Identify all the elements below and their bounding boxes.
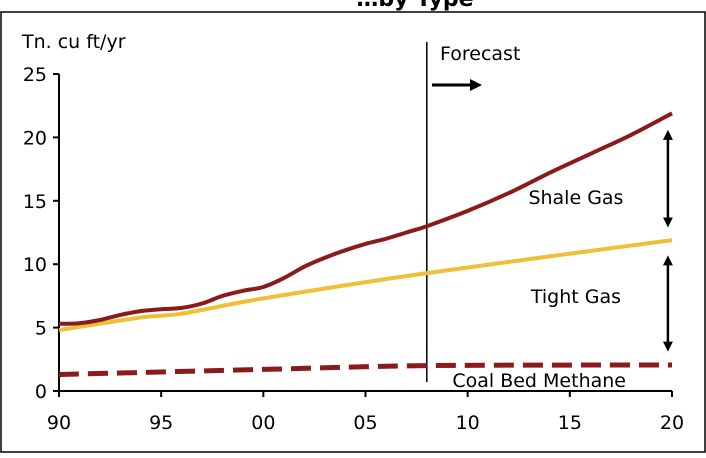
x-tick-label: 20 bbox=[660, 412, 684, 434]
x-tick-label: 15 bbox=[558, 412, 582, 434]
y-tick-label: 5 bbox=[35, 318, 47, 340]
chart-border bbox=[0, 11, 706, 453]
series-layer bbox=[58, 111, 673, 377]
total-series-line bbox=[58, 111, 673, 326]
y-axis-label: Tn. cu ft/yr bbox=[21, 31, 126, 53]
y-tick-label: 10 bbox=[23, 254, 47, 276]
forecast-arrow-icon bbox=[432, 79, 482, 91]
y-tick-label: 25 bbox=[23, 64, 47, 86]
y-tick-label: 0 bbox=[35, 381, 47, 403]
x-tick-label: 05 bbox=[353, 412, 377, 434]
forecast-label: Forecast bbox=[440, 43, 520, 65]
annotation-layer: Shale Gas Tight Gas Coal Bed Methane bbox=[452, 129, 673, 392]
shale-annotation-label: Shale Gas bbox=[528, 187, 623, 209]
y-tick-label: 15 bbox=[23, 191, 47, 213]
x-tick-label: 10 bbox=[456, 412, 480, 434]
coal-series-line bbox=[58, 362, 673, 377]
tight-series-line bbox=[58, 238, 673, 333]
chart-title: …by Type bbox=[356, 0, 473, 12]
y-tick-label: 20 bbox=[23, 127, 47, 149]
x-tick-label: 90 bbox=[47, 412, 71, 434]
x-tick-label: 00 bbox=[251, 412, 275, 434]
x-tick-label: 95 bbox=[149, 412, 173, 434]
coal-annotation-label: Coal Bed Methane bbox=[452, 370, 626, 392]
tight-annotation-label: Tight Gas bbox=[530, 286, 621, 308]
